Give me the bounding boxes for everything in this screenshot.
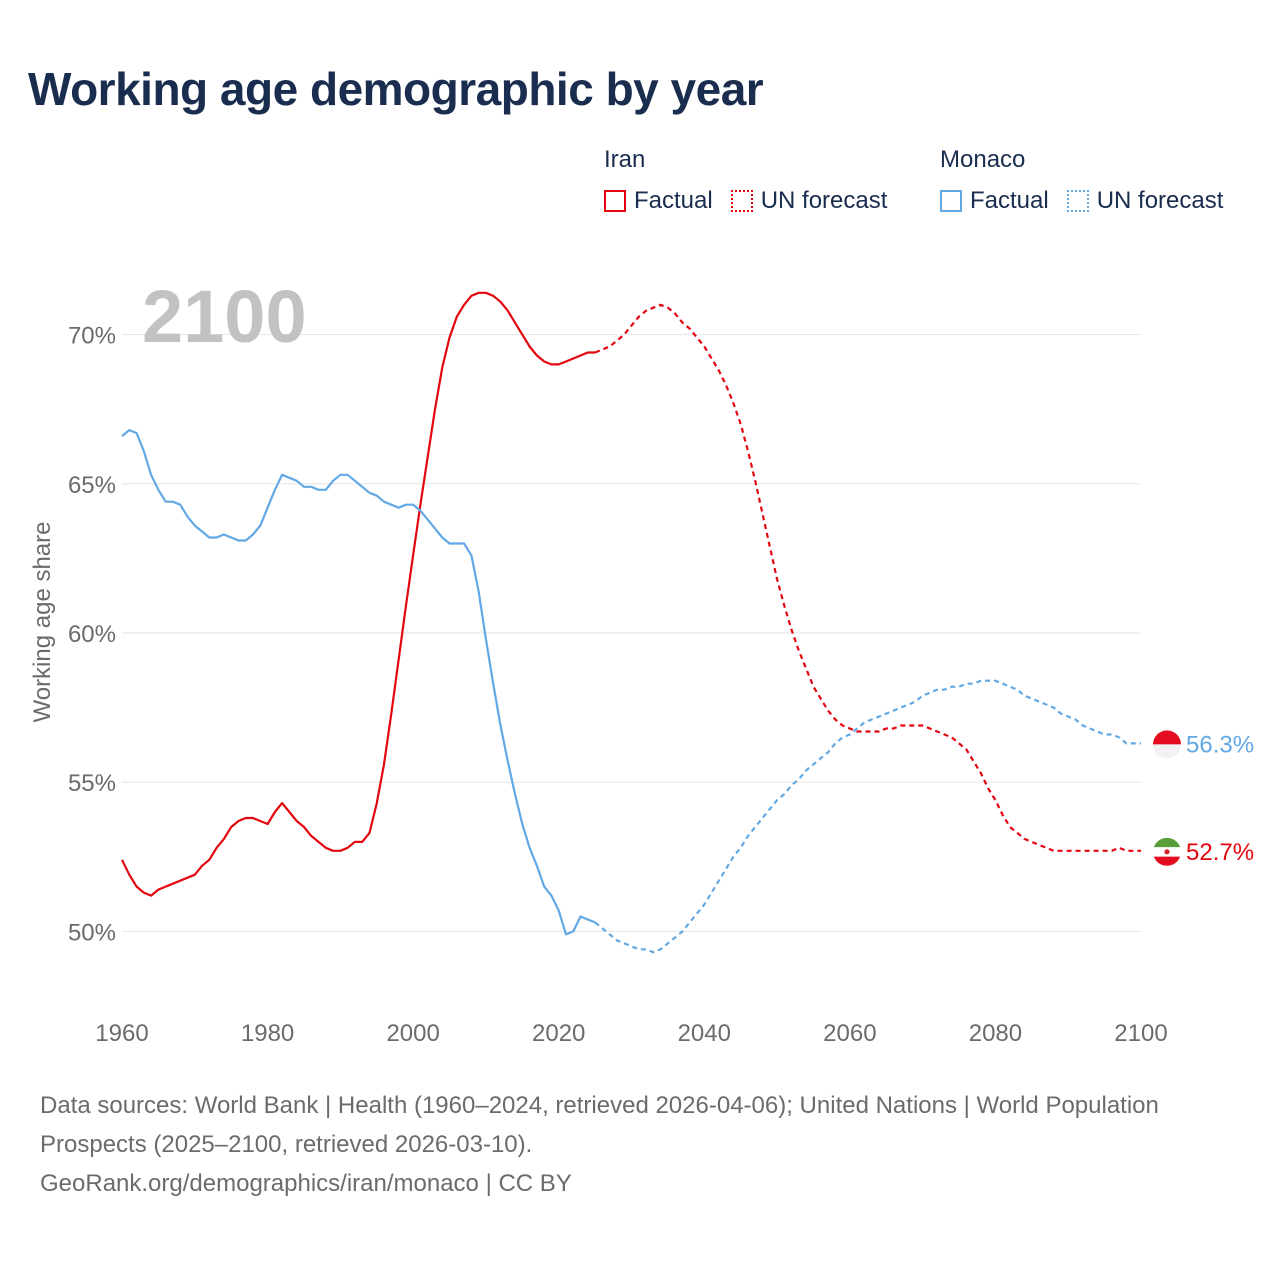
legend-swatch-monaco-factual: [940, 190, 962, 212]
legend-item-monaco-forecast[interactable]: UN forecast: [1066, 187, 1224, 215]
y-axis-label: Working age share: [29, 522, 56, 723]
legend-swatch-monaco-forecast: [1066, 190, 1089, 212]
x-tick-2040: 2040: [678, 1020, 731, 1047]
x-tick-2060: 2060: [823, 1020, 876, 1047]
flag-emblem: [1164, 849, 1170, 855]
x-tick-1980: 1980: [241, 1020, 294, 1047]
data-sources-text: Data sources: World Bank | Health (1960–…: [40, 1092, 1159, 1158]
flag-stripe-red: [1153, 856, 1181, 866]
y-tick-labels: 50% 55% 60% 65% 70%: [68, 323, 116, 947]
series-lines: [121, 291, 1141, 954]
monaco-flag-icon: [1153, 730, 1181, 759]
y-tick-55: 55%: [68, 770, 116, 797]
year-watermark: 2100: [142, 275, 307, 358]
monaco-factual-line: [121, 429, 596, 936]
flag-stripe-white: [1153, 744, 1181, 759]
legend-iran: Iran Factual UN forecast: [604, 145, 905, 215]
source-link[interactable]: GeoRank.org/demographics/iran/monaco | C…: [40, 1170, 572, 1197]
monaco-forecast-line: [594, 679, 1141, 954]
legend-label-monaco-forecast: UN forecast: [1096, 187, 1224, 214]
chart-title: Working age demographic by year: [28, 63, 764, 115]
y-tick-50: 50%: [68, 919, 116, 946]
legend-label-iran-factual: Factual: [634, 187, 713, 214]
x-tick-labels: 1960 1980 2000 2020 2040 2060 2080 2100: [95, 1020, 1167, 1047]
grid-lines: [122, 334, 1141, 932]
iran-factual-line: [121, 291, 596, 897]
x-tick-2100: 2100: [1114, 1020, 1167, 1047]
legend-group-monaco: Monaco: [940, 146, 1026, 173]
legend-label-monaco-factual: Factual: [970, 187, 1049, 214]
legend-item-monaco-factual[interactable]: Factual: [940, 187, 1049, 215]
flag-stripe-red: [1153, 730, 1181, 745]
y-tick-70: 70%: [68, 323, 116, 350]
y-tick-65: 65%: [68, 472, 116, 499]
end-markers: 52.7% 56.3%: [1153, 730, 1254, 866]
legend-monaco: Monaco Factual UN forecast: [940, 145, 1241, 215]
legend-swatch-iran-forecast: [730, 190, 753, 212]
iran-flag-icon: [1153, 837, 1181, 866]
monaco-end-value-label: 56.3%: [1186, 731, 1254, 758]
legend-item-iran-factual[interactable]: Factual: [604, 187, 713, 215]
legend-label-iran-forecast: UN forecast: [760, 187, 888, 214]
iran-end-value-label: 52.7%: [1186, 839, 1254, 866]
legend-swatch-iran-factual: [604, 190, 626, 212]
flag-stripe-green: [1153, 837, 1181, 848]
x-tick-2020: 2020: [532, 1020, 585, 1047]
legend-group-iran: Iran: [604, 146, 646, 173]
x-tick-1960: 1960: [95, 1020, 148, 1047]
x-tick-2080: 2080: [969, 1020, 1022, 1047]
chart-footer: Data sources: World Bank | Health (1960–…: [40, 1086, 1220, 1203]
iran-forecast-line: [594, 303, 1141, 852]
x-tick-2000: 2000: [386, 1020, 439, 1047]
y-tick-60: 60%: [68, 621, 116, 648]
legend-item-iran-forecast[interactable]: UN forecast: [730, 187, 888, 215]
